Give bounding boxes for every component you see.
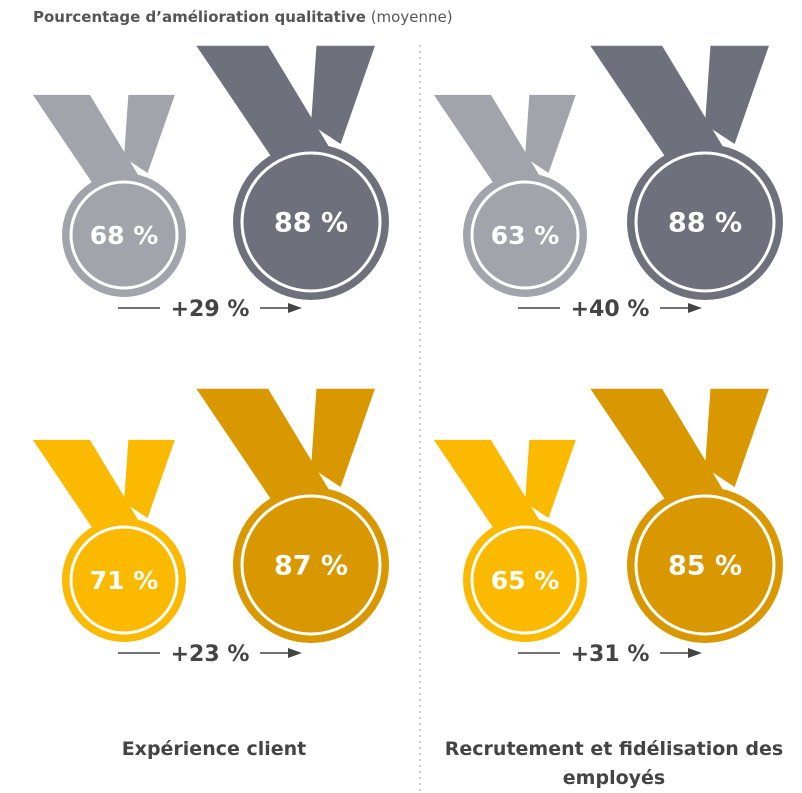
medal-value: 85 % — [668, 551, 742, 582]
medal-ring — [634, 151, 776, 293]
arrow-head — [688, 303, 702, 313]
column-label: Expérience client — [121, 738, 307, 760]
change-value: +23 % — [171, 642, 250, 667]
ribbon — [311, 45, 375, 144]
ribbon — [32, 439, 152, 543]
medal-ring — [240, 151, 382, 293]
arrow-head — [288, 648, 302, 658]
arrow-head — [688, 648, 702, 658]
arrow-head — [288, 303, 302, 313]
medal-ring — [69, 525, 179, 635]
change-value: +31 % — [571, 642, 650, 667]
medal — [463, 518, 587, 642]
medal — [62, 518, 186, 642]
ribbon — [196, 45, 347, 176]
ribbon — [311, 388, 375, 487]
ribbon — [705, 45, 769, 144]
ribbon — [433, 94, 553, 198]
medal — [233, 487, 389, 643]
medal-ring — [634, 494, 776, 636]
medal-value: 68 % — [90, 221, 159, 250]
medal-value: 87 % — [274, 551, 348, 582]
ribbon — [525, 94, 576, 173]
medal — [627, 487, 783, 643]
medal-ring — [470, 180, 580, 290]
medal — [627, 144, 783, 300]
ribbon — [433, 439, 553, 543]
ribbon — [525, 439, 576, 518]
ribbon — [124, 439, 175, 518]
title-main: Pourcentage d’amélioration qualitative — [33, 8, 366, 26]
medal-value: 65 % — [491, 566, 560, 595]
medal-value: 88 % — [668, 208, 742, 239]
medal — [62, 173, 186, 297]
medal-ring — [240, 494, 382, 636]
ribbon — [705, 388, 769, 487]
change-value: +40 % — [571, 297, 650, 322]
ribbon — [590, 388, 741, 519]
medal-value: 63 % — [491, 221, 560, 250]
medal-value: 71 % — [90, 566, 159, 595]
medal — [463, 173, 587, 297]
ribbon — [124, 94, 175, 173]
medal-ring — [470, 525, 580, 635]
medal-ring — [69, 180, 179, 290]
title: Pourcentage d’amélioration qualitative (… — [33, 8, 453, 26]
ribbon — [590, 45, 741, 176]
medal-value: 88 % — [274, 208, 348, 239]
medal — [233, 144, 389, 300]
column-label: Recrutement et fidélisation des employés — [444, 738, 784, 789]
title-note: (moyenne) — [370, 8, 453, 26]
ribbon — [196, 388, 347, 519]
ribbon — [32, 94, 152, 198]
change-value: +29 % — [171, 297, 250, 322]
